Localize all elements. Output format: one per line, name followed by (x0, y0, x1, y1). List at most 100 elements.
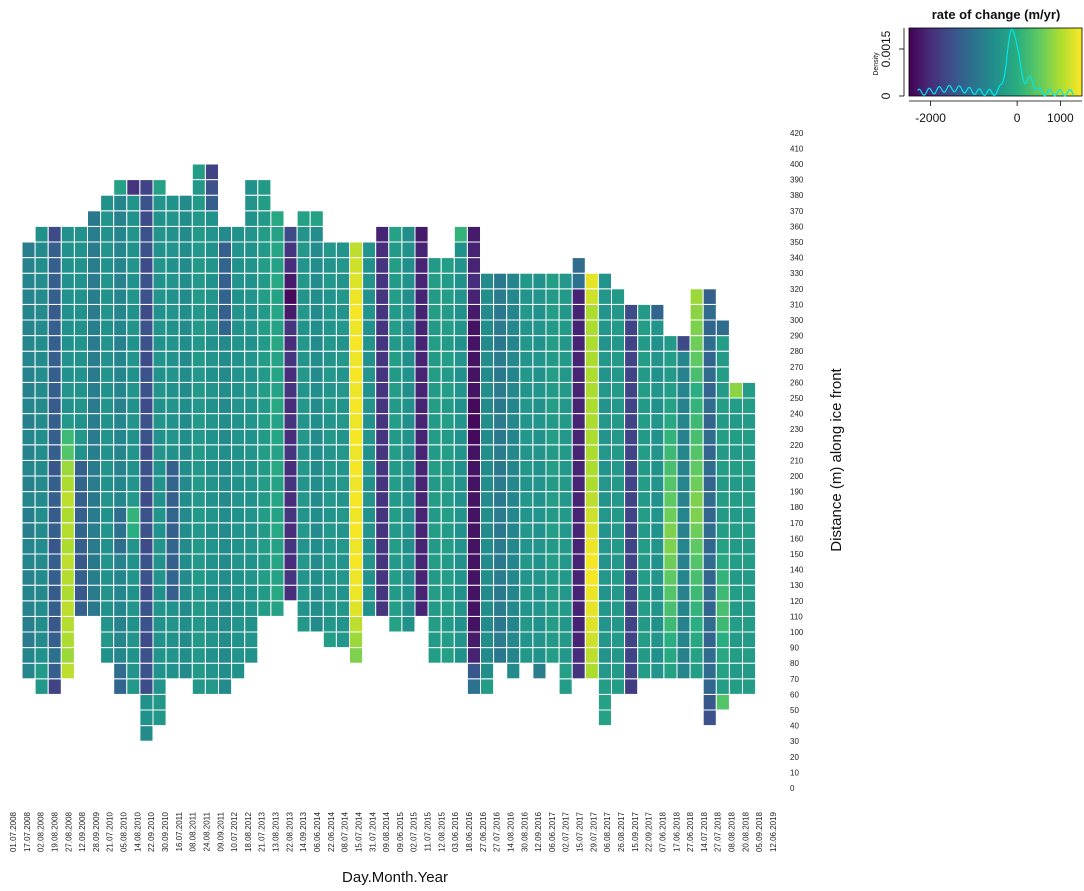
heatmap-cell (165, 413, 180, 430)
heatmap-cell (47, 553, 62, 571)
heatmap-cell (715, 600, 730, 617)
heatmap-cell (87, 381, 102, 399)
heatmap-cell (611, 553, 626, 571)
heatmap-cell (218, 303, 233, 321)
heatmap-cell (650, 522, 665, 539)
heatmap-cell (558, 615, 573, 633)
heatmap-cell (532, 288, 547, 305)
heatmap-cell (663, 537, 678, 555)
x-tick-label: 10.07.2012 (230, 811, 239, 852)
heatmap-cell (506, 631, 521, 649)
heatmap-cell (440, 631, 455, 649)
heatmap-cell (571, 257, 586, 274)
x-tick-label: 28.09.2009 (92, 811, 101, 852)
heatmap-cell (624, 678, 639, 695)
heatmap-cell (309, 288, 324, 305)
heatmap-cell (375, 272, 390, 290)
heatmap-cell (506, 569, 521, 586)
heatmap-cell (427, 350, 442, 368)
heatmap-cell (126, 615, 141, 633)
heatmap-cell (270, 257, 285, 274)
heatmap-cell (676, 615, 691, 633)
heatmap-cell (728, 522, 744, 539)
heatmap-cell (611, 506, 626, 524)
heatmap-cell (506, 272, 521, 290)
heatmap-cell (204, 428, 219, 446)
heatmap-cell (519, 444, 534, 461)
heatmap-cell (257, 194, 272, 212)
heatmap-cell (506, 647, 521, 664)
heatmap-cell (87, 257, 102, 274)
heatmap-cell (34, 678, 49, 695)
heatmap-cell (480, 631, 495, 649)
heatmap-cell (60, 631, 75, 649)
heatmap-cell (47, 241, 62, 259)
heatmap-cell (349, 600, 364, 617)
heatmap-cell (453, 381, 468, 399)
heatmap-cell (571, 506, 586, 524)
heatmap-cell (414, 288, 429, 305)
heatmap-cell (597, 319, 613, 337)
heatmap-cell (191, 444, 206, 461)
heatmap-cell (322, 319, 337, 337)
y-tick-label: 160 (790, 534, 804, 543)
heatmap-cell (676, 459, 691, 477)
legend-tick-label: -2000 (915, 111, 946, 125)
heatmap-cell (715, 475, 730, 493)
heatmap-cell (139, 288, 154, 305)
x-tick-label: 14.09.2013 (299, 811, 308, 852)
heatmap-cell (597, 381, 613, 399)
heatmap-cell (414, 413, 429, 430)
y-tick-label: 340 (790, 254, 804, 263)
heatmap-cell (139, 600, 154, 617)
heatmap-cell (335, 631, 350, 649)
heatmap-cell (244, 506, 259, 524)
heatmap-cell (558, 647, 573, 664)
heatmap-cell (322, 491, 337, 508)
heatmap-cell (440, 475, 455, 493)
heatmap-cell (375, 350, 390, 368)
heatmap-cell (715, 553, 730, 571)
heatmap-cell (519, 350, 534, 368)
heatmap-cell (178, 459, 193, 477)
heatmap-cell (73, 428, 89, 446)
heatmap-cell (21, 241, 36, 259)
x-tick-label: 09.09.2011 (216, 811, 225, 851)
heatmap-cell (466, 600, 481, 617)
x-tick-label: 18.06.2016 (465, 811, 474, 852)
heatmap-cell (611, 413, 626, 430)
heatmap-cell (624, 335, 639, 352)
heatmap-cell (728, 475, 744, 493)
heatmap-cell (558, 459, 573, 477)
y-tick-label: 120 (790, 597, 804, 606)
y-tick-label: 10 (790, 768, 799, 777)
heatmap-cell (401, 475, 416, 493)
heatmap-cell (427, 272, 442, 290)
heatmap-cell (728, 569, 744, 586)
heatmap-cell (178, 444, 193, 461)
heatmap-cell (558, 537, 573, 555)
heatmap-cell (283, 506, 298, 524)
heatmap-cell (244, 647, 259, 664)
heatmap-cell (152, 522, 167, 539)
heatmap-cell (139, 631, 154, 649)
heatmap-cell (624, 303, 639, 321)
heatmap-cell (519, 428, 534, 446)
heatmap-cell (375, 413, 390, 430)
heatmap-cell (558, 584, 573, 602)
heatmap-cell (362, 600, 377, 617)
y-tick-label: 100 (790, 628, 804, 637)
heatmap-cell (375, 257, 390, 274)
heatmap-cell (702, 335, 717, 352)
heatmap-cell (257, 335, 272, 352)
heatmap-cell (139, 397, 154, 415)
heatmap-cell (414, 475, 429, 493)
heatmap-cell (126, 210, 141, 227)
heatmap-cell (362, 506, 377, 524)
heatmap-cell (480, 335, 495, 352)
heatmap-cell (231, 241, 246, 259)
heatmap-cell (650, 647, 665, 664)
heatmap-cell (257, 303, 272, 321)
heatmap-cell (440, 335, 455, 352)
heatmap-cell (270, 537, 285, 555)
